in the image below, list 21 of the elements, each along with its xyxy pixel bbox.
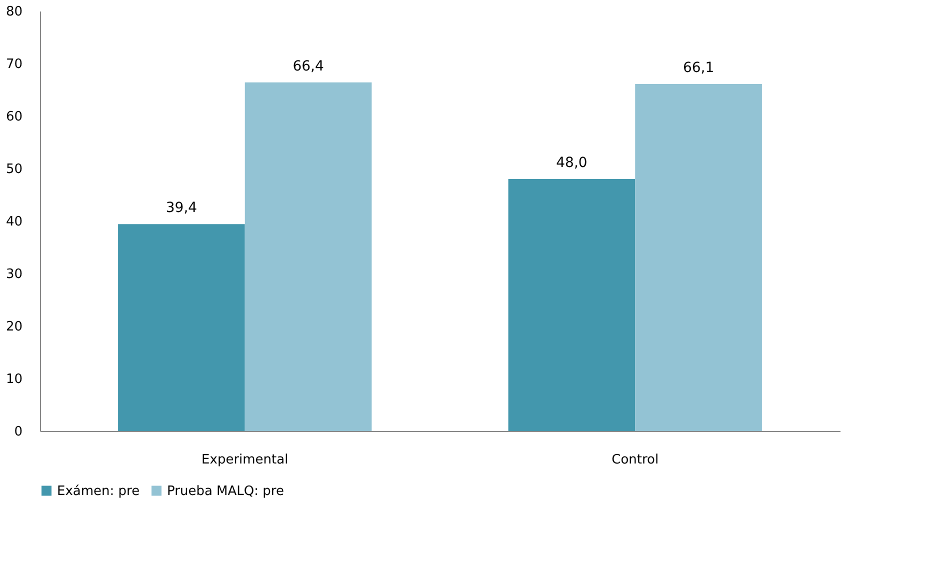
y-tick-label: 20: [6, 320, 22, 334]
y-tick-label: 80: [6, 4, 22, 20]
x-tick-label: Experimental: [202, 452, 288, 468]
text: 66,1: [682, 60, 714, 76]
legend-label: Prueba MALQ: pre: [167, 484, 284, 499]
y-tick-label: 40: [6, 214, 22, 230]
y-tick-label: 60: [6, 110, 22, 124]
y-tick-label: 30: [6, 267, 22, 282]
y-tick-label: 70: [6, 57, 22, 72]
bar: [635, 84, 762, 431]
x-tick-label: Control: [612, 452, 659, 468]
y-tick-label: 0: [14, 424, 22, 440]
text: 66,4: [292, 58, 324, 74]
y-tick-label: 50: [6, 162, 22, 177]
text: 39,4: [166, 200, 198, 216]
bar: [244, 82, 372, 431]
legend-label: Exámen: pre: [57, 484, 140, 499]
text: 48,0: [556, 155, 588, 171]
y-tick-label: 10: [6, 372, 22, 387]
bar: [118, 224, 245, 431]
bar: [508, 179, 636, 431]
